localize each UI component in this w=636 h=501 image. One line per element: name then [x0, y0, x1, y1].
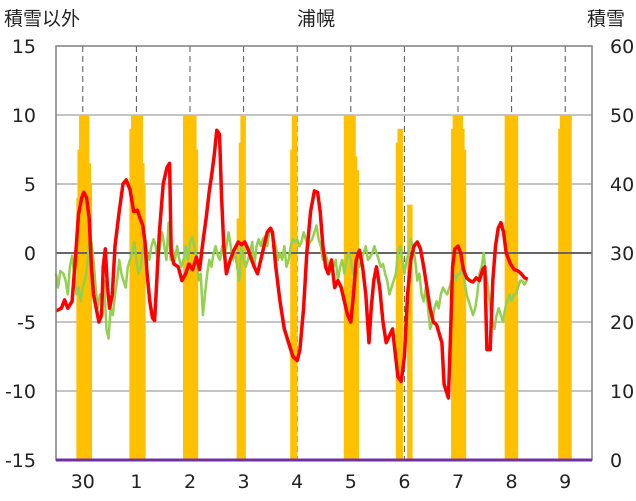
x-tick-label: 1	[130, 471, 142, 493]
left-tick-label: 10	[12, 105, 36, 127]
chart-title: 浦幌	[297, 8, 336, 30]
snow-bar	[86, 184, 93, 460]
x-tick-label: 5	[345, 471, 357, 493]
x-tick-label: 2	[184, 471, 196, 493]
left-tick-label: -5	[17, 312, 36, 334]
right-tick-label: 0	[610, 450, 622, 472]
x-tick-label: 7	[452, 471, 464, 493]
snow-bar	[192, 149, 199, 460]
green-series-line	[54, 221, 528, 340]
x-tick-label: 9	[559, 471, 571, 493]
right-tick-label: 60	[610, 36, 634, 58]
right-tick-label: 30	[610, 243, 634, 265]
snow-bar	[397, 128, 403, 461]
right-tick-label: 10	[610, 381, 634, 403]
left-tick-label: 0	[24, 243, 36, 265]
x-tick-label: 8	[506, 471, 518, 493]
snow-bar	[240, 115, 246, 460]
snow-bar	[140, 184, 146, 460]
left-tick-label: 5	[24, 174, 36, 196]
right-axis-title: 積雪	[587, 8, 626, 30]
x-tick-label: 30	[71, 471, 95, 493]
x-tick-label: 4	[291, 471, 303, 493]
snow-bar	[460, 149, 467, 460]
right-tick-label: 50	[610, 105, 634, 127]
x-tick-label: 6	[398, 471, 410, 493]
snow-bar	[512, 115, 519, 460]
left-tick-label: -15	[5, 450, 36, 472]
right-tick-label: 20	[610, 312, 634, 334]
snow-bar	[353, 170, 359, 460]
red-series-line	[55, 128, 529, 400]
x-tick-label: 3	[238, 471, 250, 493]
right-tick-label: 40	[610, 174, 634, 196]
snow-bar	[407, 204, 413, 460]
left-axis-title: 積雪以外	[4, 8, 81, 30]
left-tick-label: 15	[12, 36, 36, 58]
left-tick-label: -10	[5, 381, 36, 403]
snow-bar	[566, 115, 572, 460]
snow-bar	[291, 115, 298, 460]
